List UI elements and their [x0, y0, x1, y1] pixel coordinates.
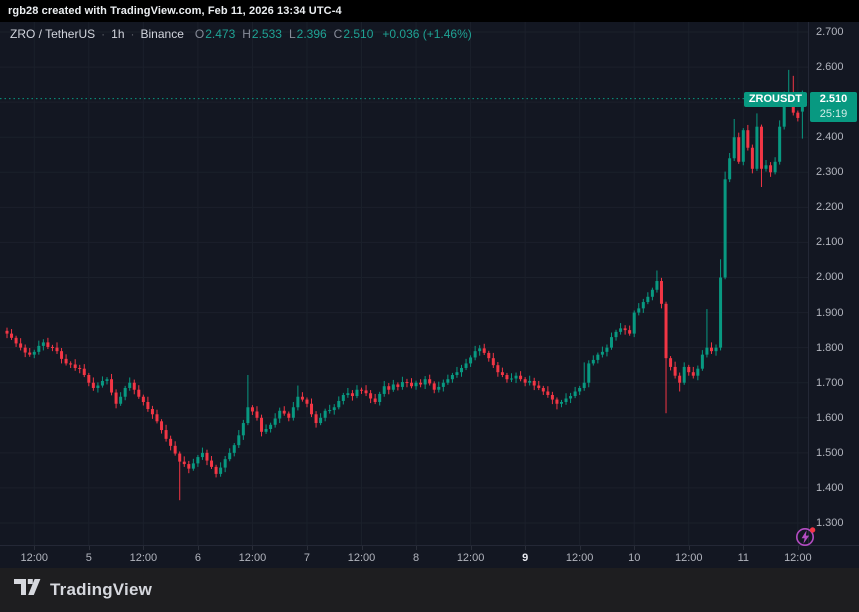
time-tick-mark	[306, 546, 308, 550]
last-price-label: 2.510 25:19	[810, 91, 857, 122]
footer-bar: TradingView	[0, 568, 859, 612]
time-tick-mark	[634, 546, 636, 550]
time-tick-label: 9	[522, 552, 529, 564]
interval-label[interactable]: 1h	[111, 27, 125, 41]
candlestick-chart[interactable]	[0, 22, 808, 545]
price-tick-label: 2.100	[816, 236, 844, 249]
separator-dot: ·	[101, 27, 106, 41]
time-tick-label: 11	[737, 552, 749, 564]
time-tick-mark	[252, 546, 254, 550]
chart-panel: ZRO / TetherUS · 1h · Binance O 2.473 H 2.…	[0, 22, 859, 568]
time-tick-label: 12:00	[347, 552, 376, 564]
time-tick-label: 12:00	[784, 552, 812, 564]
price-tick-label: 1.700	[816, 376, 844, 389]
time-tick-mark	[470, 546, 472, 550]
time-tick-label: 12:00	[129, 552, 158, 564]
time-tick-label: 12:00	[20, 552, 49, 564]
symbol-name[interactable]: ZRO / TetherUS	[10, 27, 96, 41]
time-axis[interactable]: 12:00 5 12:00 6 12:00 7 12:00 8 12:00 9 12:00 10 12:…	[0, 545, 859, 568]
ohlc-readout: O 2.473 H 2.533 L 2.396 C 2.510 +0.036 (+1.4…	[195, 27, 472, 41]
low-value: 2.396	[296, 27, 327, 41]
change-value: +0.036 (+1.46%)	[382, 27, 472, 41]
symbol-header: ZRO / TetherUS · 1h · Binance O 2.473 H 2.…	[10, 26, 472, 42]
high-label: H	[242, 27, 251, 41]
high-value: 2.533	[251, 27, 282, 41]
time-tick-mark	[797, 546, 799, 550]
attribution-text: rgb28 created with TradingView.com, Feb …	[8, 5, 342, 17]
price-tick-label: 2.400	[816, 131, 844, 144]
price-tick-label: 2.200	[816, 201, 844, 214]
attribution-bar: rgb28 created with TradingView.com, Feb …	[0, 0, 859, 22]
time-tick-label: 8	[412, 552, 420, 564]
price-tick-label: 1.500	[816, 446, 844, 459]
time-tick-mark	[34, 546, 36, 550]
low-label: L	[288, 27, 296, 41]
time-tick-label: 10	[628, 552, 641, 564]
time-tick-mark	[525, 546, 527, 550]
price-tick-label: 2.600	[816, 61, 844, 74]
time-tick-mark	[416, 546, 418, 550]
time-tick-mark	[579, 546, 581, 550]
price-tick-label: 2.300	[816, 166, 844, 179]
price-tick-label: 1.400	[816, 481, 844, 494]
close-label: C	[333, 27, 343, 41]
time-tick-label: 12:00	[238, 552, 267, 564]
time-tick-mark	[688, 546, 690, 550]
time-tick-mark	[88, 546, 90, 550]
price-tick-label: 1.600	[816, 411, 844, 424]
time-tick-label: 7	[303, 552, 311, 564]
price-tick-label: 2.000	[816, 271, 844, 284]
time-tick-mark	[361, 546, 363, 550]
separator-dot: ·	[130, 27, 135, 41]
price-tick-label: 2.700	[816, 26, 844, 38]
price-tick-label: 1.300	[816, 516, 844, 529]
time-tick-mark	[743, 546, 745, 550]
time-tick-label: 5	[85, 552, 92, 564]
time-tick-mark	[143, 546, 145, 550]
price-tick-label: 1.800	[816, 341, 844, 354]
close-value: 2.510	[343, 27, 374, 41]
tradingview-wordmark[interactable]: TradingView	[50, 580, 153, 599]
price-tick-label: 1.900	[816, 306, 844, 319]
time-tick-label: 12:00	[456, 552, 485, 564]
lightning-icon[interactable]	[794, 524, 818, 548]
symbol-price-flag: ZROUSDT	[743, 91, 807, 107]
open-value: 2.473	[205, 27, 236, 41]
time-tick-mark	[197, 546, 199, 550]
time-tick-label: 12:00	[674, 552, 703, 564]
open-label: O	[194, 27, 205, 41]
last-price-value: 2.510	[819, 92, 848, 105]
bar-countdown: 25:19	[819, 107, 848, 120]
exchange-label[interactable]: Binance	[140, 27, 184, 41]
tradingview-logo-icon[interactable]	[14, 579, 41, 601]
time-tick-label: 6	[194, 552, 201, 564]
time-tick-label: 12:00	[565, 552, 594, 564]
